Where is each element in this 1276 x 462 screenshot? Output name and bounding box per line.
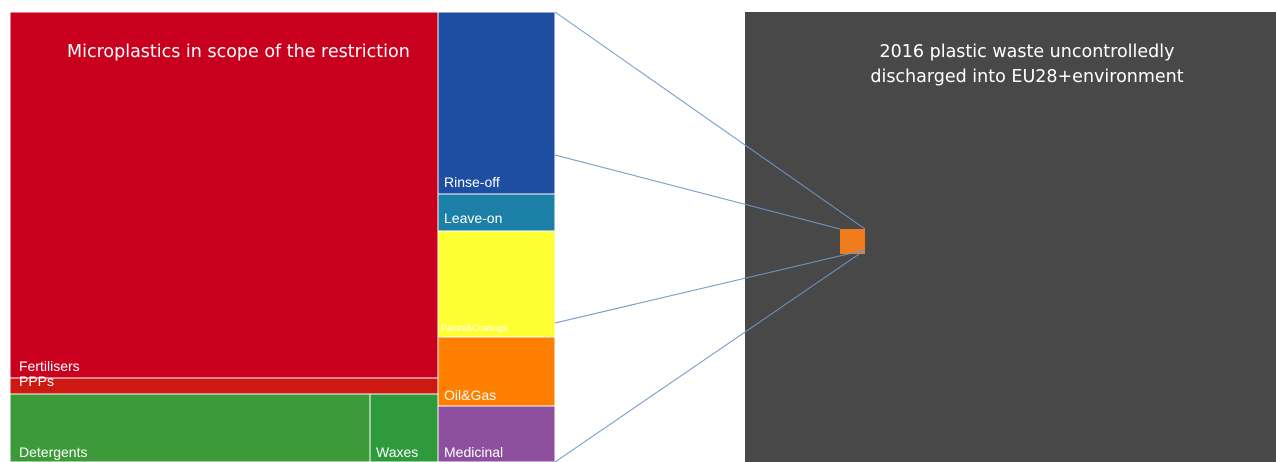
treemap-label-paints-coatings: Paints&Coatings (441, 323, 508, 333)
waste-panel (745, 12, 1276, 462)
treemap-rect-rinse-off (437, 11, 556, 195)
connector-line-4 (554, 249, 866, 462)
treemap-rect-medicinal (437, 405, 556, 462)
treemap-rect-oil-gas (437, 336, 556, 407)
waste-panel-title-line-1: 2016 plastic waste uncontrolledly (880, 42, 1175, 62)
treemap-label-leave-on: Leave-on (444, 210, 502, 226)
treemap-rect-fertilisers (9, 11, 439, 379)
connector-line-1 (554, 11, 866, 230)
microplastics-share-marker (840, 229, 865, 254)
waste-panel-rect (745, 12, 1276, 462)
treemap-label-rinse-off: Rinse-off (444, 174, 500, 190)
treemap-label-waxes: Waxes (376, 444, 418, 460)
chart-labels: Microplastics in scope of the restrictio… (19, 42, 1184, 460)
connector-lines (554, 11, 866, 462)
treemap-rect-waxes (369, 393, 439, 462)
connector-line-3 (554, 249, 866, 324)
treemap-label-ppps: PPPs (19, 373, 54, 389)
waste-panel-title-line-2: discharged into EU28+environment (870, 67, 1183, 87)
treemap-rect-ppps (9, 377, 439, 395)
connector-line-2 (554, 154, 841, 230)
treemap-label-oil-gas: Oil&Gas (444, 387, 496, 403)
treemap-rect-paints-coatings (437, 230, 556, 338)
treemap-rects (9, 11, 556, 462)
treemap-rect-leave-on (437, 193, 556, 232)
treemap-label-detergents: Detergents (19, 444, 87, 460)
treemap-rect-detergents (9, 393, 371, 462)
treemap-label-fertilisers: Fertilisers (19, 358, 80, 374)
treemap-title: Microplastics in scope of the restrictio… (67, 42, 410, 62)
treemap-label-medicinal: Medicinal (444, 444, 503, 460)
